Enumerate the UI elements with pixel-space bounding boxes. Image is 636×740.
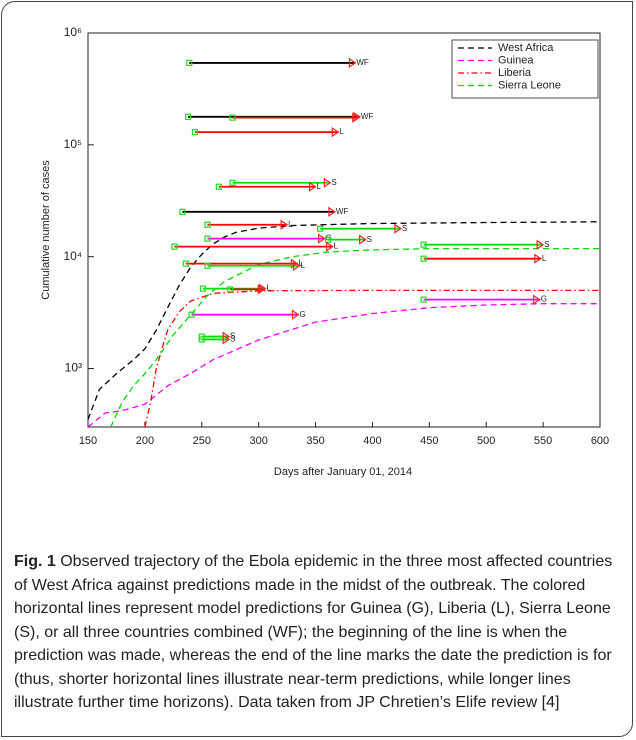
- prediction-end: [352, 112, 360, 123]
- legend-label: West Africa: [498, 42, 554, 54]
- prediction-label: G: [299, 310, 305, 319]
- prediction-end: [348, 57, 357, 69]
- prediction-label: S: [331, 178, 336, 187]
- prediction-start: [182, 260, 189, 267]
- x-tick-label: 400: [363, 435, 381, 447]
- prediction-start: [317, 225, 324, 232]
- prediction-label: WF: [361, 112, 374, 121]
- plot-area: [87, 32, 601, 428]
- prediction-start: [204, 262, 211, 269]
- x-tick-label: 250: [193, 435, 211, 447]
- prediction-start: [179, 208, 186, 215]
- legend-label: Liberia: [498, 67, 532, 79]
- prediction-end: [308, 181, 317, 192]
- x-tick-label: 150: [79, 435, 97, 447]
- prediction-label: S: [402, 224, 407, 233]
- y-tick-label: 10⁵: [64, 137, 82, 151]
- caption: Fig. 1 Observed trajectory of the Ebola …: [14, 550, 620, 715]
- legend: [451, 39, 599, 99]
- x-tick-label: 550: [534, 435, 552, 447]
- x-tick-label: 450: [420, 435, 438, 447]
- prediction-start: [229, 179, 236, 186]
- prediction-start: [420, 255, 427, 262]
- prediction-end: [328, 206, 336, 217]
- prediction-start: [215, 183, 222, 190]
- prediction-start: [186, 59, 193, 67]
- prediction-label: S: [367, 235, 372, 244]
- prediction-start: [227, 286, 234, 293]
- prediction-end: [534, 253, 542, 264]
- chart: Days after January 01, 2014 Cumulative n…: [40, 25, 609, 478]
- prediction-label: WF: [356, 58, 369, 67]
- prediction-label: L: [288, 220, 293, 229]
- prediction-end: [533, 294, 541, 305]
- x-tick-label: 600: [591, 435, 609, 447]
- prediction-start: [191, 128, 199, 136]
- prediction-label: L: [298, 259, 303, 268]
- prediction-start: [324, 236, 332, 243]
- prediction-end: [536, 239, 545, 250]
- prediction-end: [222, 334, 231, 345]
- prediction-start: [199, 285, 207, 292]
- prediction-start: [204, 235, 211, 242]
- prediction-end: [394, 223, 402, 234]
- x-tick-label: 300: [249, 435, 267, 447]
- prediction-label: WF: [336, 207, 349, 216]
- legend-label: Sierra Leone: [498, 79, 561, 91]
- prediction-end: [326, 241, 334, 252]
- prediction-end: [318, 233, 326, 244]
- caption-text: Observed trajectory of the Ebola epidemi…: [14, 553, 613, 711]
- y-tick-label: 10⁶: [64, 25, 82, 39]
- y-tick-label: 10⁴: [63, 249, 82, 263]
- y-axis-label: Cumulative number of cases: [40, 160, 52, 300]
- prediction-start: [204, 221, 211, 228]
- y-tick-label: 10³: [65, 361, 82, 375]
- prediction-label: L: [334, 242, 339, 251]
- prediction-start: [198, 336, 205, 343]
- series-line: [88, 221, 600, 420]
- prediction-end: [291, 309, 300, 320]
- prediction-label: L: [317, 182, 322, 191]
- prediction-label: S: [544, 240, 549, 249]
- x-axis-label: Days after January 01, 2014: [274, 466, 412, 478]
- prediction-label: L: [301, 261, 306, 270]
- prediction-start: [420, 296, 427, 303]
- prediction-end: [359, 234, 367, 245]
- prediction-label: L: [339, 127, 344, 136]
- prediction-end: [293, 260, 301, 271]
- prediction-end: [280, 219, 289, 230]
- prediction-label: S: [230, 332, 235, 341]
- series-line: [88, 303, 600, 427]
- x-tick-label: 500: [477, 435, 495, 447]
- prediction-start: [185, 113, 192, 120]
- x-tick-label: 200: [136, 435, 154, 447]
- prediction-start: [171, 243, 178, 250]
- legend-label: Guinea: [498, 54, 534, 66]
- prediction-end: [257, 284, 266, 295]
- prediction-start: [420, 241, 427, 248]
- prediction-end: [331, 126, 340, 138]
- prediction-start: [229, 114, 236, 121]
- series-line: [144, 289, 600, 427]
- prediction-start: [188, 311, 195, 318]
- x-tick-label: 350: [306, 435, 324, 447]
- prediction-label: G: [326, 234, 332, 243]
- prediction-label: L: [266, 284, 271, 293]
- prediction-label: L: [542, 254, 547, 263]
- caption-label: Fig. 1: [14, 553, 56, 570]
- prediction-label: S: [230, 335, 235, 344]
- prediction-end: [323, 177, 332, 188]
- series-line: [110, 247, 600, 427]
- prediction-label: G: [541, 295, 547, 304]
